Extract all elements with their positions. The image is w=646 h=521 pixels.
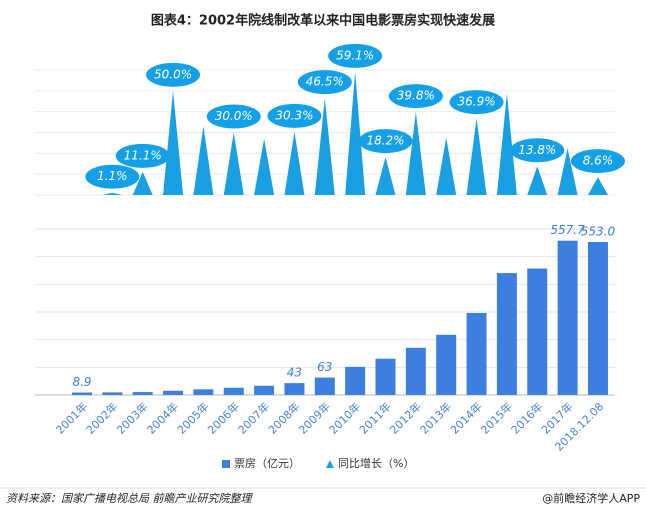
value-label: 46.5% [306, 75, 344, 89]
bar [284, 383, 305, 395]
bar [193, 389, 214, 395]
source: 资料来源：国家广播电视总局 前瞻产业研究院整理 [6, 492, 253, 505]
chart-title: 图表4：2002年院线制改革以来中国电影票房实现快速发展 [151, 13, 496, 29]
bar [436, 334, 457, 395]
x-tick-label: 2008年 [265, 399, 302, 436]
x-tick-label: 2007年 [235, 399, 272, 436]
growth-spike [557, 148, 578, 195]
growth-spike [436, 137, 457, 195]
value-label: 39.8% [397, 89, 435, 103]
value-label: 13.8% [518, 143, 556, 157]
label-bubble [267, 103, 322, 128]
value-label: 59.1% [336, 48, 374, 62]
growth-spike [163, 90, 184, 195]
growth-spike [132, 171, 153, 195]
growth-spike [284, 131, 305, 195]
label-bubble [388, 84, 443, 109]
x-tick-label: 2001年 [53, 399, 90, 436]
value-label: 553.0 [581, 225, 616, 239]
x-tick-label: 2011年 [356, 399, 393, 436]
x-tick-label: 2012年 [387, 399, 424, 436]
value-label: 50.0% [154, 67, 192, 81]
x-tick-label: 2009年 [296, 399, 333, 436]
growth-spike [375, 157, 396, 195]
bar [132, 392, 153, 395]
value-label: 30.3% [275, 108, 313, 122]
legend-label: 同比增长（%） [338, 456, 414, 470]
bar [375, 358, 396, 395]
growth-spike [587, 177, 608, 195]
value-label: 11.1% [124, 148, 162, 162]
growth-spike [102, 192, 123, 195]
x-tick-label: 2004年 [144, 399, 181, 436]
growth-spike [193, 126, 214, 195]
legend-label: 票房（亿元） [234, 457, 300, 470]
bar [254, 385, 275, 395]
bar [314, 377, 335, 395]
growth-spike [527, 166, 548, 195]
label-bubble [328, 43, 383, 68]
value-label: 63 [317, 360, 332, 374]
legend-swatch [326, 460, 334, 468]
value-label: 18.2% [366, 134, 404, 148]
label-bubble [115, 143, 170, 168]
growth-spike [223, 132, 244, 195]
bar [223, 387, 244, 395]
x-tick-label: 2013年 [417, 399, 454, 436]
label-bubble [358, 129, 413, 154]
bar [102, 392, 123, 395]
value-label: 8.6% [583, 154, 614, 168]
legend-swatch [222, 460, 230, 468]
growth-spike [405, 112, 426, 195]
label-bubble [85, 164, 140, 189]
label-bubble [146, 62, 201, 87]
x-tick-label: 2015年 [478, 399, 515, 436]
bar [163, 390, 184, 395]
label-bubble [449, 90, 504, 115]
bar [345, 366, 366, 395]
value-label: 1.1% [97, 169, 128, 183]
label-bubble [206, 104, 261, 129]
value-label: 36.9% [457, 95, 495, 109]
bar [527, 268, 548, 395]
growth-spike [345, 71, 366, 195]
growth-spike [496, 93, 517, 195]
x-tick-label: 2014年 [447, 399, 484, 436]
x-tick-label: 2006年 [205, 399, 242, 436]
bar [466, 312, 487, 395]
x-tick-label: 2002年 [83, 399, 120, 436]
growth-spike [314, 98, 335, 195]
value-label: 30.0% [215, 109, 253, 123]
bar [557, 240, 578, 395]
value-label: 8.9 [72, 375, 91, 389]
x-tick-label: 2003年 [113, 399, 150, 436]
label-bubble [570, 149, 625, 174]
credit: @前瞻经济学人APP [542, 491, 640, 505]
label-bubble [297, 70, 352, 95]
growth-spike [466, 118, 487, 195]
bar [405, 347, 426, 395]
value-label: 43 [287, 366, 302, 380]
bar [587, 242, 608, 395]
bar [496, 273, 517, 395]
x-tick-label: 2005年 [174, 399, 211, 436]
x-tick-label: 2010年 [326, 399, 363, 436]
x-tick-label: 2016年 [508, 399, 545, 436]
bar [72, 392, 92, 395]
label-bubble [510, 138, 565, 163]
growth-spike [254, 138, 275, 195]
value-label: 557.7 [550, 223, 585, 237]
